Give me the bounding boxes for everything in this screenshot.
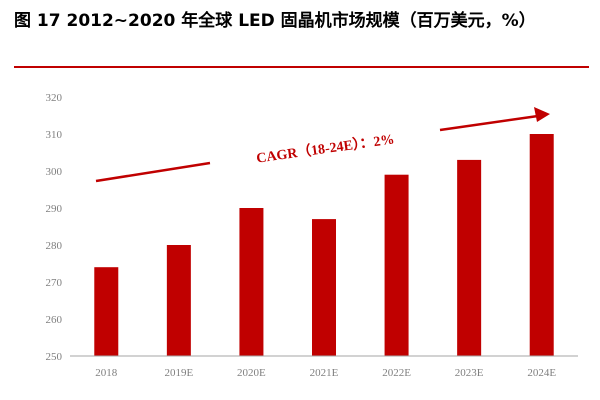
chart-title: 图 17 2012~2020 年全球 LED 固晶机市场规模（百万美元，%） bbox=[14, 11, 536, 31]
bar bbox=[312, 219, 336, 356]
y-tick-label: 270 bbox=[46, 277, 63, 289]
cagr-label: CAGR（18-24E）：2% bbox=[255, 131, 395, 166]
cagr-arrow-right-segment bbox=[439, 114, 539, 132]
x-tick-label: 2022E bbox=[382, 367, 411, 379]
x-tick-label: 2020E bbox=[237, 367, 266, 379]
title-divider bbox=[14, 66, 589, 68]
y-tick-label: 320 bbox=[46, 92, 63, 104]
bar bbox=[166, 245, 191, 356]
bar bbox=[457, 159, 482, 356]
bar bbox=[239, 208, 264, 356]
x-tick-label: 2023E bbox=[455, 367, 484, 379]
y-tick-label: 310 bbox=[46, 129, 63, 141]
x-tick-label: 2024E bbox=[527, 367, 556, 379]
bars bbox=[94, 134, 554, 356]
x-tick-label: 2021E bbox=[310, 367, 339, 379]
bar bbox=[94, 267, 119, 356]
cagr-arrow bbox=[95, 107, 550, 183]
x-tick-label: 2018 bbox=[95, 367, 118, 379]
y-tick-label: 260 bbox=[46, 314, 63, 326]
y-tick-label: 250 bbox=[46, 351, 63, 363]
y-tick-label: 300 bbox=[46, 166, 63, 178]
bar bbox=[384, 174, 409, 356]
x-tick-label: 2019E bbox=[164, 367, 193, 379]
y-tick-label: 290 bbox=[46, 203, 63, 215]
y-axis: 250 260 270 280 290 300 310 320 bbox=[46, 92, 63, 363]
x-axis: 2018 2019E 2020E 2021E 2022E 2023E 2024E bbox=[70, 355, 578, 379]
y-tick-label: 280 bbox=[46, 240, 63, 252]
bar bbox=[529, 134, 554, 356]
cagr-arrow-left-segment bbox=[95, 161, 211, 183]
cagr-arrowhead bbox=[534, 107, 550, 122]
